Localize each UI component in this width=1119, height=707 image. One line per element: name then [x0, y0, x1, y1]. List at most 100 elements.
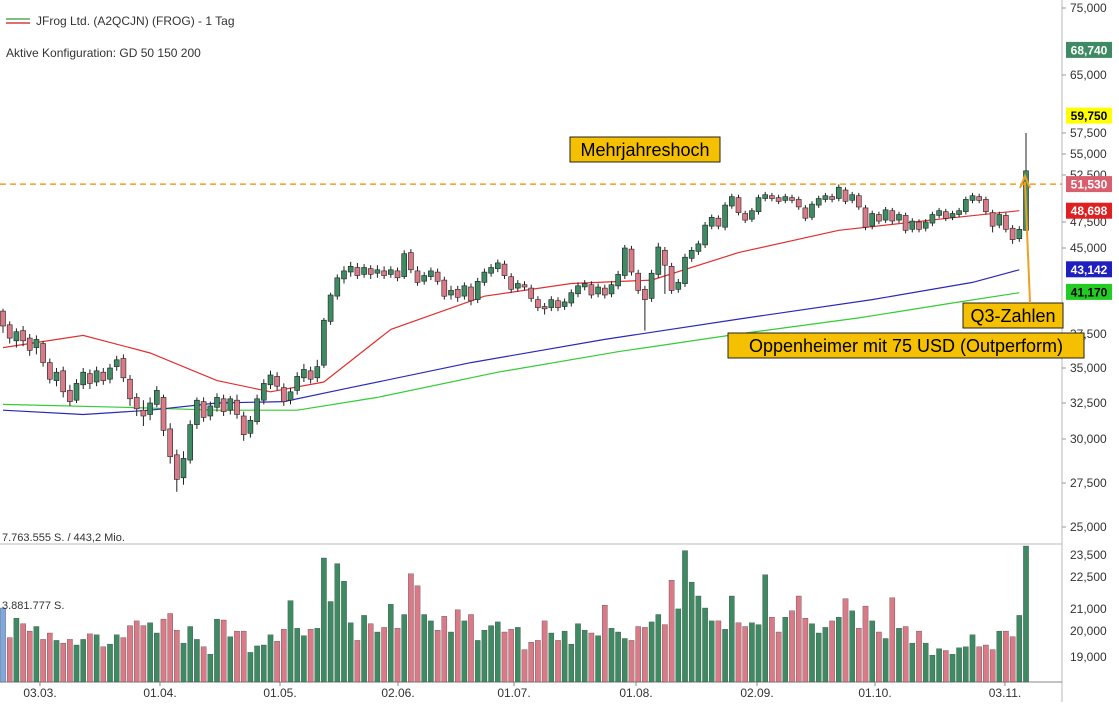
x-tick-label: 02.09.	[740, 686, 773, 700]
candle-body	[929, 214, 936, 224]
volume-bar	[762, 574, 768, 683]
volume-bar	[1009, 636, 1016, 683]
candle-body	[234, 399, 240, 415]
candle-body	[301, 369, 307, 379]
y-tick-label: 55,000	[1070, 147, 1107, 161]
volume-bar	[842, 598, 849, 683]
volume-bar	[789, 610, 795, 683]
x-tick-label: 01.05.	[263, 686, 296, 700]
candle-body	[461, 285, 468, 297]
x-tick-label: 01.10.	[858, 686, 891, 700]
candle-body	[13, 331, 20, 342]
volume-bar	[869, 620, 875, 683]
volume-bar	[849, 610, 855, 683]
volume-bar	[595, 635, 601, 683]
volume-bar	[187, 626, 193, 683]
volume-bar	[882, 638, 889, 683]
volume-tick-label: 21,000	[1070, 602, 1107, 616]
volume-bar	[829, 620, 835, 683]
candle-body	[6, 324, 13, 339]
candle-body	[902, 215, 909, 231]
volume-bar	[87, 633, 93, 683]
volume-bar	[67, 639, 73, 683]
volume-bar	[474, 640, 481, 683]
candle-body	[889, 210, 896, 222]
candle-body	[454, 288, 461, 298]
candle-body	[755, 197, 762, 213]
candle-body	[227, 398, 234, 411]
volume-bar	[461, 620, 468, 683]
candle-body	[113, 359, 120, 367]
volume-bar	[80, 639, 86, 683]
volume-bar	[127, 625, 133, 683]
volume-bar	[495, 621, 501, 683]
candle-body	[1009, 227, 1016, 240]
candle-body	[120, 358, 127, 379]
volume-bar	[267, 634, 274, 683]
x-tick-label: 03.03.	[23, 686, 56, 700]
volume-bar	[782, 617, 789, 683]
volume-tick-label: 22,500	[1070, 570, 1107, 584]
volume-bar	[896, 628, 902, 683]
volume-bar	[916, 630, 922, 683]
volume-bar	[194, 639, 200, 683]
volume-bar	[969, 634, 976, 683]
candle-body	[769, 195, 775, 199]
volume-bar	[876, 631, 882, 683]
candle-body	[327, 294, 334, 322]
candle-body	[735, 197, 742, 213]
candle-body	[969, 195, 976, 201]
y-tick-label: 35,000	[1070, 361, 1107, 375]
volume-bar	[281, 629, 287, 683]
x-tick-label: 02.06.	[381, 686, 414, 700]
candle-body	[387, 269, 394, 275]
candle-body	[983, 199, 989, 212]
volume-bar	[307, 629, 314, 683]
candle-body	[421, 275, 428, 282]
volume-bar	[749, 622, 755, 683]
candle-body	[87, 373, 93, 384]
candle-body	[441, 279, 448, 297]
price-tag-label: 48,698	[1071, 204, 1108, 218]
volume-bar	[354, 640, 361, 683]
price-tags: 68,740 59,750 51,530 48,698 43,142 41,170	[1066, 41, 1112, 300]
volume-bar	[795, 595, 802, 683]
candle-body	[434, 271, 441, 282]
legend-line-icon	[6, 18, 30, 24]
candle-body	[728, 196, 735, 207]
volume-bar	[722, 629, 728, 683]
volume-bar	[702, 607, 708, 683]
candle-body	[167, 428, 173, 457]
volume-bar	[334, 563, 341, 683]
x-tick-label: 03.11.	[989, 686, 1021, 700]
volume-bar	[6, 637, 13, 683]
volume-bar	[327, 601, 334, 683]
candle-body	[501, 263, 508, 276]
volume-bar	[575, 623, 581, 683]
candle-body	[214, 397, 220, 408]
candle-body	[829, 196, 835, 200]
y-axis: 75,00065,00057,50055,00052,50047,50045,0…	[1062, 1, 1107, 534]
candle-body	[361, 267, 367, 275]
candle-body	[695, 243, 702, 252]
volume-bar	[822, 627, 829, 683]
candle-body	[882, 209, 889, 221]
candle-body	[521, 284, 528, 288]
volume-bar	[287, 600, 294, 683]
volume-bar	[715, 620, 722, 683]
volume-bar	[956, 647, 962, 683]
y-tick-label: 75,000	[1070, 1, 1107, 15]
active-config: Aktive Konfiguration: GD 50 150 200	[6, 46, 201, 60]
candle-body	[220, 398, 227, 412]
candle-body	[822, 195, 829, 200]
moving-averages	[2, 210, 1020, 416]
candle-body	[160, 397, 167, 431]
candle-body	[595, 286, 601, 295]
volume-tick-label: 23,500	[1070, 548, 1107, 562]
candle-body	[287, 391, 294, 401]
volume-bars	[0, 545, 1029, 683]
candle-body	[367, 268, 374, 275]
candle-body	[60, 370, 67, 393]
annotation-text: Mehrjahreshoch	[580, 140, 709, 160]
volume-bar	[708, 620, 715, 683]
